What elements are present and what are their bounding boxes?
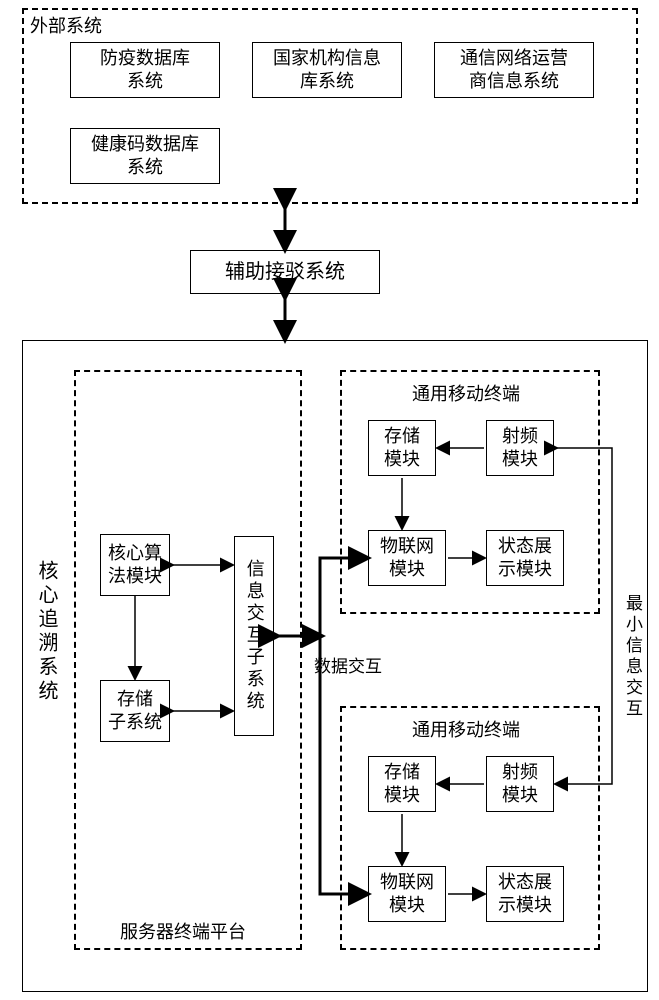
core-algo-box: 核心算法模块 (100, 534, 170, 596)
ext-box-a2: 国家机构信息库系统 (252, 42, 402, 98)
auxiliary-label: 辅助接驳系统 (225, 259, 345, 285)
t1-iot-box: 物联网模块 (368, 530, 446, 586)
t1-rf-label: 射频模块 (502, 425, 538, 472)
t2-storage-label: 存储模块 (384, 761, 420, 808)
terminal1-title: 通用移动终端 (412, 380, 520, 406)
t1-status-label: 状态展示模块 (498, 535, 552, 582)
t1-status-box: 状态展示模块 (486, 530, 564, 586)
external-system-title: 外部系统 (30, 12, 102, 38)
min-info-exchange-label: 最小信息交互 (620, 594, 645, 720)
server-platform-title: 服务器终端平台 (120, 918, 246, 944)
t1-storage-box: 存储模块 (368, 420, 436, 476)
storage-sub-box: 存储子系统 (100, 680, 170, 742)
data-exchange-label: 数据交互 (314, 652, 382, 677)
t2-storage-box: 存储模块 (368, 756, 436, 812)
info-exchange-box: 信息交互子系统 (234, 536, 274, 736)
t2-iot-box: 物联网模块 (368, 866, 446, 922)
t2-rf-box: 射频模块 (486, 756, 554, 812)
terminal2-title: 通用移动终端 (412, 716, 520, 742)
storage-sub-label: 存储子系统 (108, 688, 162, 735)
ext-box-a4: 健康码数据库系统 (70, 128, 220, 184)
t2-status-label: 状态展示模块 (498, 871, 552, 918)
auxiliary-box: 辅助接驳系统 (190, 250, 380, 294)
ext-a1-label: 防疫数据库系统 (100, 47, 190, 94)
ext-box-a1: 防疫数据库系统 (70, 42, 220, 98)
t1-rf-box: 射频模块 (486, 420, 554, 476)
ext-a3-label: 通信网络运营商信息系统 (460, 47, 568, 94)
t2-iot-label: 物联网模块 (380, 871, 434, 918)
ext-a4-label: 健康码数据库系统 (91, 133, 199, 180)
info-exchange-label: 信息交互子系统 (242, 559, 265, 713)
t2-status-box: 状态展示模块 (486, 866, 564, 922)
core-algo-label: 核心算法模块 (108, 542, 162, 589)
t1-iot-label: 物联网模块 (380, 535, 434, 582)
ext-box-a3: 通信网络运营商信息系统 (434, 42, 594, 98)
ext-a2-label: 国家机构信息库系统 (273, 47, 381, 94)
core-tracing-title: 核心追溯系统 (32, 560, 61, 704)
t1-storage-label: 存储模块 (384, 425, 420, 472)
t2-rf-label: 射频模块 (502, 761, 538, 808)
